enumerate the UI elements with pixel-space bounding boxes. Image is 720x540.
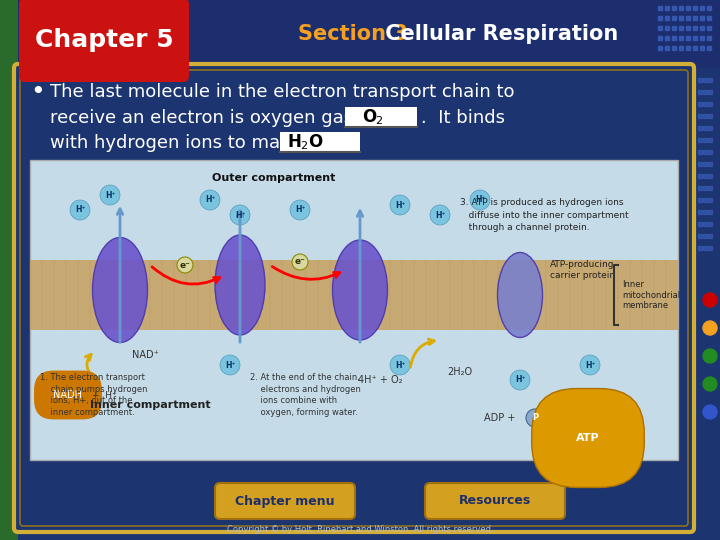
Text: e⁻: e⁻	[294, 258, 305, 267]
Circle shape	[390, 355, 410, 375]
Text: O: O	[308, 133, 322, 151]
Text: H⁺: H⁺	[395, 200, 405, 210]
Circle shape	[220, 355, 240, 375]
Text: NADH: NADH	[53, 390, 83, 400]
Text: H⁺: H⁺	[104, 191, 115, 199]
Text: 2H₂O: 2H₂O	[447, 367, 472, 377]
Text: Section 3: Section 3	[298, 24, 408, 44]
Ellipse shape	[92, 238, 148, 342]
Text: e⁻: e⁻	[179, 260, 190, 269]
FancyBboxPatch shape	[14, 64, 694, 532]
Circle shape	[430, 205, 450, 225]
Text: Inner compartment: Inner compartment	[90, 400, 210, 410]
Bar	[345, 107, 417, 127]
Circle shape	[703, 377, 717, 391]
Text: with hydrogen ions to make: with hydrogen ions to make	[50, 134, 301, 152]
Text: 2: 2	[375, 116, 382, 126]
Bar	[0, 0, 18, 540]
Text: H⁺: H⁺	[235, 211, 246, 219]
Bar	[30, 260, 678, 330]
Circle shape	[200, 190, 220, 210]
Text: H⁺: H⁺	[294, 206, 305, 214]
Text: 2. At the end of the chain,
    electrons and hydrogen
    ions combine with
   : 2. At the end of the chain, electrons an…	[250, 373, 361, 417]
Circle shape	[510, 370, 530, 390]
Circle shape	[526, 409, 544, 427]
Text: P: P	[532, 414, 538, 422]
Circle shape	[703, 321, 717, 335]
Text: H⁺: H⁺	[585, 361, 595, 369]
Text: The last molecule in the electron transport chain to: The last molecule in the electron transp…	[50, 83, 515, 101]
Circle shape	[292, 254, 308, 270]
Text: H⁺: H⁺	[395, 361, 405, 369]
Text: receive an electron is oxygen gas: receive an electron is oxygen gas	[50, 109, 353, 127]
Text: •: •	[30, 80, 45, 104]
Circle shape	[703, 293, 717, 307]
FancyBboxPatch shape	[215, 483, 355, 519]
Text: H⁺: H⁺	[225, 361, 235, 369]
Text: +  H⁺: + H⁺	[92, 390, 117, 400]
Circle shape	[390, 195, 410, 215]
Bar	[280, 132, 360, 152]
Text: Outer compartment: Outer compartment	[212, 173, 336, 183]
Text: Inner
mitochondrial
membrane: Inner mitochondrial membrane	[622, 280, 680, 310]
Text: Resources: Resources	[459, 495, 531, 508]
Bar	[18, 0, 720, 68]
Ellipse shape	[498, 253, 542, 338]
Text: ADP +: ADP +	[485, 413, 516, 423]
Text: ATP: ATP	[576, 433, 600, 443]
Text: .  It binds: . It binds	[421, 109, 505, 127]
Text: Cellular Respiration: Cellular Respiration	[378, 24, 618, 44]
Circle shape	[70, 200, 90, 220]
Ellipse shape	[215, 235, 265, 335]
Text: O: O	[362, 108, 376, 126]
Circle shape	[703, 349, 717, 363]
FancyBboxPatch shape	[30, 160, 678, 460]
Ellipse shape	[333, 240, 387, 340]
Text: H⁺: H⁺	[474, 195, 485, 205]
Circle shape	[100, 185, 120, 205]
Circle shape	[230, 205, 250, 225]
Text: ATP-producing
carrier protein: ATP-producing carrier protein	[550, 260, 615, 280]
Text: H⁺: H⁺	[515, 375, 526, 384]
Text: Chapter menu: Chapter menu	[235, 495, 335, 508]
Text: 2: 2	[300, 141, 307, 151]
Circle shape	[177, 257, 193, 273]
Circle shape	[470, 190, 490, 210]
Text: 3. ATP is produced as hydrogen ions
   diffuse into the inner compartment
   thr: 3. ATP is produced as hydrogen ions diff…	[460, 198, 629, 232]
Text: 4H⁺ + O₂: 4H⁺ + O₂	[358, 375, 402, 385]
Text: 1. The electron transport
    chain pumps hydrogen
    ions, H+, out of the
    : 1. The electron transport chain pumps hy…	[40, 373, 148, 417]
Text: Copyright © by Holt, Rinehart and Winston. All rights reserved.: Copyright © by Holt, Rinehart and Winsto…	[227, 525, 493, 535]
Text: Chapter 5: Chapter 5	[35, 28, 174, 52]
Text: H⁺: H⁺	[435, 211, 445, 219]
Text: H: H	[287, 133, 301, 151]
Circle shape	[703, 405, 717, 419]
FancyBboxPatch shape	[19, 0, 189, 82]
Circle shape	[290, 200, 310, 220]
FancyBboxPatch shape	[425, 483, 565, 519]
Text: H⁺: H⁺	[75, 206, 85, 214]
Circle shape	[580, 355, 600, 375]
Text: H⁺: H⁺	[204, 195, 215, 205]
Text: NAD⁺: NAD⁺	[132, 350, 158, 360]
